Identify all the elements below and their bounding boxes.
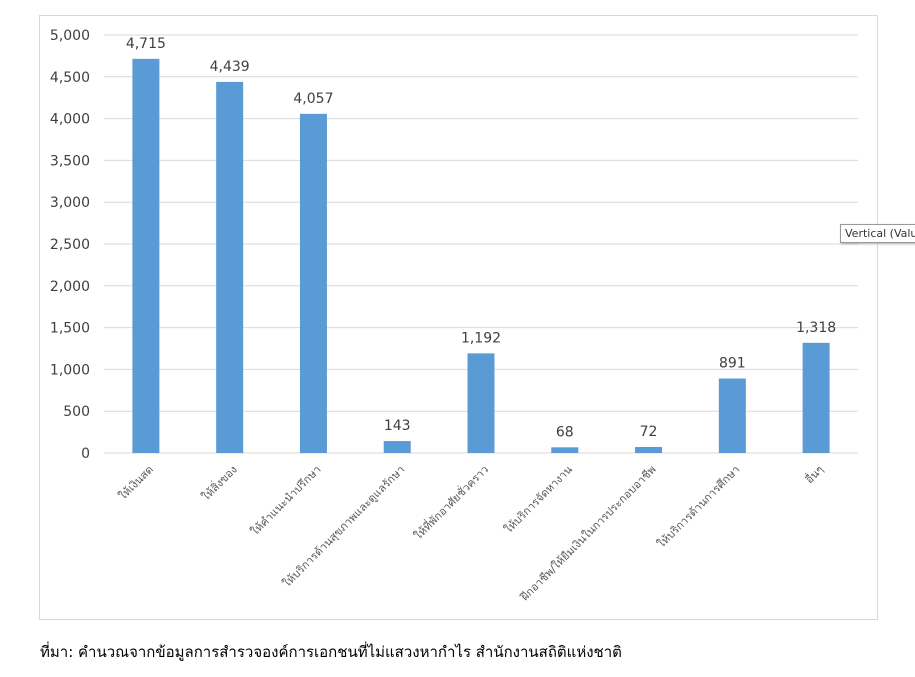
x-tick-label: ให้คำแนะนำปรึกษา xyxy=(248,463,323,538)
y-tick-label: 4,000 xyxy=(50,112,90,128)
data-label: 68 xyxy=(556,424,574,440)
x-tick-label: ให้ที่พักอาศัยชั่วคราว xyxy=(410,462,491,543)
data-label: 143 xyxy=(384,418,411,434)
axis-tooltip: Vertical (Value xyxy=(840,224,915,243)
y-tick-label: 1,500 xyxy=(50,321,90,337)
y-tick-label: 3,500 xyxy=(50,153,90,169)
x-tick-label: ให้บริการด้านการศึกษา xyxy=(655,463,743,551)
data-label: 72 xyxy=(640,424,658,440)
bar[interactable] xyxy=(467,353,495,453)
bar[interactable] xyxy=(132,58,160,454)
bar[interactable] xyxy=(299,113,327,453)
bar[interactable] xyxy=(635,446,663,453)
data-label: 1,318 xyxy=(796,320,836,336)
chart-frame xyxy=(39,15,878,620)
data-label: 4,439 xyxy=(210,59,250,75)
x-tick-label: ฝึกอาชีพ/ให้ยืมเงินในการประกอบอาชีพ xyxy=(517,463,659,605)
x-tick-label: ให้บริการจัดหางาน xyxy=(502,463,575,536)
y-tick-label: 2,500 xyxy=(50,237,90,253)
x-tick-label: ให้สิ่งของ xyxy=(198,462,240,504)
bar[interactable] xyxy=(718,378,746,453)
y-tick-label: 1,000 xyxy=(50,362,90,378)
y-tick-label: 5,000 xyxy=(50,28,90,44)
bar[interactable] xyxy=(802,342,830,453)
bar[interactable] xyxy=(216,81,244,453)
y-tick-label: 3,000 xyxy=(50,195,90,211)
y-tick-label: 500 xyxy=(63,404,90,420)
data-label: 1,192 xyxy=(461,330,501,346)
data-label: 4,715 xyxy=(126,36,166,52)
y-tick-label: 2,000 xyxy=(50,279,90,295)
x-tick-label: ให้เงินสด xyxy=(116,463,156,503)
x-tick-label: อื่นๆ xyxy=(801,461,826,486)
data-label: 4,057 xyxy=(293,91,333,107)
bar[interactable] xyxy=(551,447,579,453)
y-tick-label: 0 xyxy=(81,446,90,462)
source-caption: ที่มา: คำนวณจากข้อมูลการสำรวจองค์การเอกช… xyxy=(40,643,622,661)
bar-chart: 0 500 1,000 1,500 2,000 2,500 3,000 3,500 4,000 4… xyxy=(50,28,858,605)
bar[interactable] xyxy=(383,441,411,453)
y-tick-label: 4,500 xyxy=(50,70,90,86)
data-label: 891 xyxy=(719,356,746,372)
